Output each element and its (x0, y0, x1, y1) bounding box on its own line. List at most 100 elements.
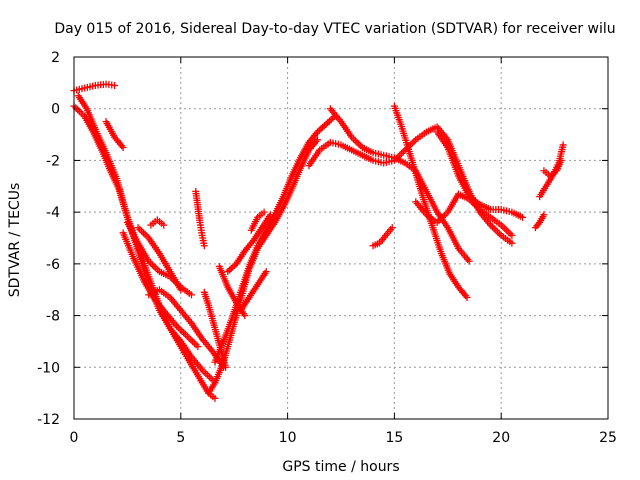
data-point-marker (141, 231, 149, 239)
data-point-marker (174, 324, 182, 332)
data-point-marker (241, 312, 249, 320)
data-point-marker (508, 239, 516, 247)
y-tick-label: -4 (46, 205, 60, 221)
data-point-marker (353, 138, 361, 146)
data-point-marker (325, 117, 333, 125)
data-point-marker (152, 264, 160, 272)
data-point-marker (138, 227, 146, 235)
data-point-marker (324, 119, 332, 127)
data-point-marker (355, 140, 363, 148)
x-tick-label: 15 (385, 430, 403, 446)
data-point-marker (205, 373, 213, 381)
data-point-marker (410, 137, 418, 145)
series-arc-13 (211, 112, 339, 366)
series-arc-20 (390, 102, 471, 301)
data-point-marker (262, 268, 270, 276)
data-point-marker (495, 230, 503, 238)
data-point-marker (139, 229, 147, 237)
data-point-marker (490, 225, 498, 233)
data-point-marker (260, 208, 268, 216)
data-point-marker (111, 81, 119, 89)
data-point-marker (187, 336, 195, 344)
data-point-marker (211, 394, 219, 402)
data-point-marker (150, 262, 158, 270)
data-point-marker (540, 211, 548, 219)
data-point-marker (189, 337, 197, 345)
data-point-marker (314, 136, 322, 144)
data-point-marker (202, 369, 210, 377)
y-tick-label: -2 (46, 153, 60, 169)
series-arc-9 (145, 286, 228, 371)
data-point-marker (178, 327, 186, 335)
x-tick-label: 10 (279, 430, 297, 446)
data-point-marker (160, 221, 168, 229)
data-point-marker (183, 332, 191, 340)
grid (74, 57, 608, 419)
data-point-marker (494, 228, 502, 236)
series-arc-26 (540, 156, 565, 180)
data-point-marker (322, 120, 330, 128)
data-point-marker (463, 293, 471, 301)
data-point-marker (557, 156, 565, 164)
series-arc-5 (119, 229, 202, 351)
series-arc-14 (224, 211, 275, 276)
series-arc-4 (102, 118, 127, 151)
data-point-marker (200, 368, 208, 376)
data-point-marker (327, 116, 335, 124)
data-point-marker (194, 343, 202, 351)
series-arc-2 (70, 80, 119, 95)
y-tick-label: -12 (37, 412, 60, 428)
data-point-marker (492, 226, 500, 234)
data-point-marker (227, 265, 235, 273)
data-point-marker (519, 213, 527, 221)
x-axis-label: GPS time / hours (282, 459, 399, 475)
x-tick-label: 20 (492, 430, 510, 446)
data-point-marker (74, 106, 82, 114)
data-point-marker (143, 232, 151, 240)
data-point-marker (148, 261, 156, 269)
series-arc-22 (412, 190, 516, 239)
series-arc-25 (536, 141, 567, 201)
series-arc-17 (215, 262, 249, 320)
data-point-marker (503, 226, 511, 234)
data-point-marker (181, 331, 189, 339)
y-tick-label: 0 (51, 102, 60, 118)
y-tick-label: -10 (37, 360, 60, 376)
data-point-marker (388, 224, 396, 232)
data-point-marker (200, 242, 208, 250)
data-point-marker (351, 137, 359, 145)
data-point-marker (192, 341, 200, 349)
data-point-marker (508, 231, 516, 239)
data-point-marker (180, 329, 188, 337)
axis-ticks (73, 56, 609, 420)
data-point-marker (72, 104, 80, 112)
series-arc-8 (123, 218, 195, 299)
data-point-marker (226, 266, 234, 274)
data-point-marker (398, 150, 406, 158)
data-point-marker (77, 109, 85, 117)
data-point-marker (506, 230, 514, 238)
data-point-marker (320, 122, 328, 130)
series-arc-10 (192, 187, 208, 250)
series-arc-21 (369, 224, 396, 250)
series-arc-16 (247, 208, 268, 234)
data-point-marker (229, 263, 237, 271)
data-point-marker (488, 223, 496, 231)
data-point-marker (190, 339, 198, 347)
data-point-marker (176, 325, 184, 333)
y-tick-label: -8 (46, 309, 60, 325)
data-point-marker (317, 125, 325, 133)
y-tick-label: -6 (46, 257, 60, 273)
x-tick-label: 25 (599, 430, 617, 446)
tick-labels: 0 5 10 15 20 25 -12 -10 -8 -6 -4 -2 0 2 (37, 50, 617, 446)
data-point-marker (315, 126, 323, 134)
data-point-marker (222, 363, 230, 371)
series-arc-15 (237, 268, 270, 314)
data-point-marker (559, 141, 567, 149)
plot-frame (73, 56, 609, 420)
data-point-marker (465, 257, 473, 265)
series-arc-19 (305, 123, 516, 247)
chart-title: Day 015 of 2016, Sidereal Day-to-day VTE… (54, 21, 615, 37)
series-arc-24 (531, 211, 548, 232)
